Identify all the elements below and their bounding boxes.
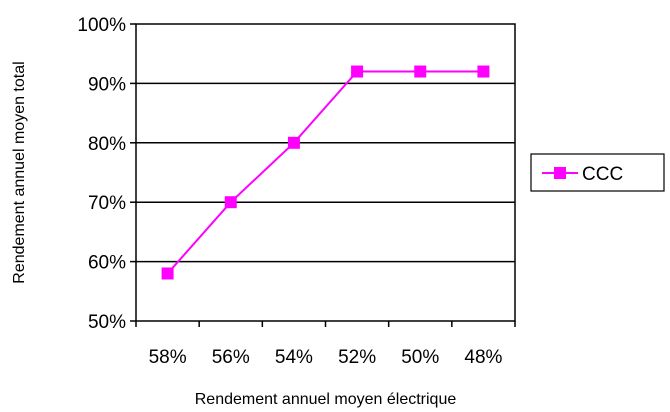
legend-entry-label: CCC: [582, 164, 623, 185]
y-tick-label: 70%: [88, 193, 126, 214]
x-tick-label: 54%: [275, 347, 313, 368]
x-tick-label: 48%: [464, 347, 502, 368]
series-group: [161, 65, 490, 280]
y-tick-label: 50%: [88, 312, 126, 333]
data-point-marker: [477, 65, 490, 78]
data-point-marker: [161, 267, 174, 280]
y-tick-label: 90%: [88, 74, 126, 95]
y-tick-label: 60%: [88, 253, 126, 274]
data-point-marker: [224, 196, 237, 209]
x-axis-title: Rendement annuel moyen électrique: [195, 391, 457, 408]
y-tick-label: 80%: [88, 134, 126, 155]
series-line-ccc: [166, 70, 484, 275]
y-axis-title: Rendement annuel moyen total: [11, 61, 28, 283]
data-point-marker: [414, 65, 427, 78]
x-axis-ticks: 58% 56% 54% 52% 50% 48%: [135, 321, 516, 368]
data-point-marker: [351, 65, 364, 78]
plot-area-frame: [135, 23, 516, 322]
data-point-marker: [287, 136, 300, 149]
y-tick-label: 100%: [77, 15, 126, 36]
x-tick-label: 58%: [149, 347, 187, 368]
legend: CCC: [530, 153, 665, 192]
gridlines: [136, 82, 515, 263]
legend-marker-swatch: [554, 167, 566, 179]
x-tick-label: 52%: [338, 347, 376, 368]
x-tick-label: 56%: [212, 347, 250, 368]
x-tick-label: 50%: [401, 347, 439, 368]
y-axis-ticks: 50% 60% 70% 80% 90% 100%: [77, 15, 136, 333]
